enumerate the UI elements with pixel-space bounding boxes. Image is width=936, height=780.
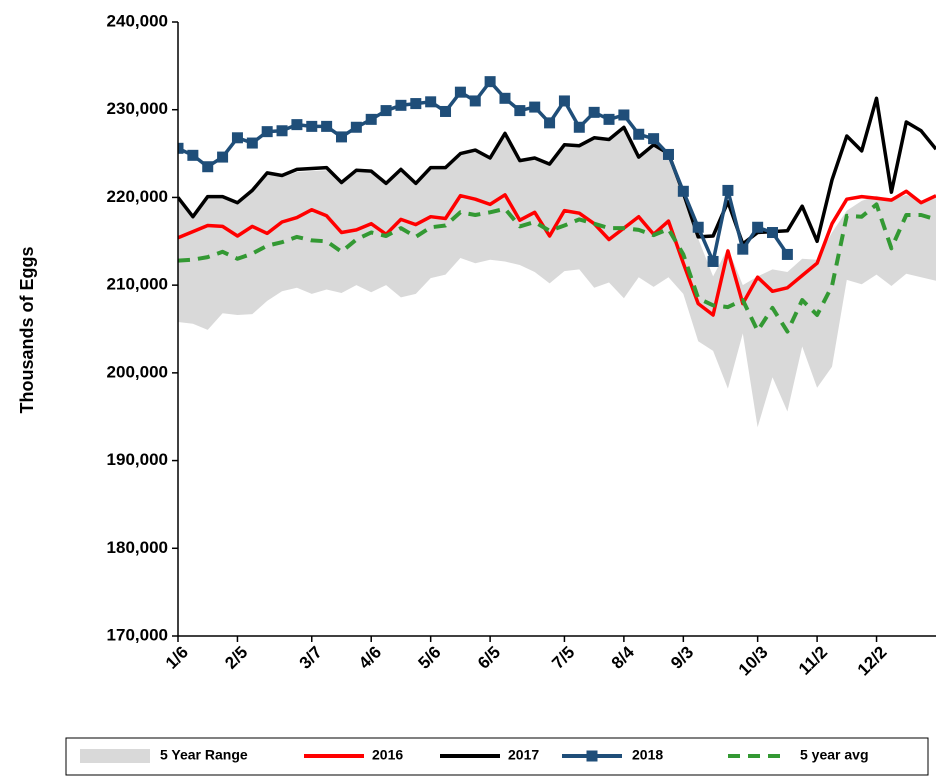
legend-label: 2018 (632, 747, 663, 763)
marker (469, 95, 481, 107)
marker (202, 161, 214, 173)
x-tick-label: 1/6 (162, 643, 192, 673)
marker (217, 151, 229, 163)
marker (648, 133, 660, 145)
marker (454, 86, 466, 98)
marker (187, 149, 199, 161)
marker (335, 131, 347, 143)
marker (692, 221, 704, 233)
marker (321, 120, 333, 132)
marker (767, 227, 779, 239)
marker (603, 113, 615, 125)
y-tick-label: 200,000 (107, 362, 168, 381)
y-axis-title: Thousands of Eggs (17, 246, 37, 413)
marker (588, 106, 600, 118)
marker (677, 185, 689, 197)
marker (737, 243, 749, 255)
legend-marker (586, 750, 598, 762)
y-tick-label: 210,000 (107, 275, 168, 294)
marker (514, 105, 526, 117)
y-tick-label: 230,000 (107, 99, 168, 118)
marker (529, 101, 541, 113)
marker (246, 137, 258, 149)
marker (291, 119, 303, 131)
x-tick-label: 7/5 (548, 643, 578, 673)
marker (395, 99, 407, 111)
legend-label: 5 year avg (800, 747, 869, 763)
marker (618, 109, 630, 121)
marker (781, 248, 793, 260)
legend-label: 5 Year Range (160, 747, 248, 763)
marker (365, 113, 377, 125)
x-tick-label: 2/5 (221, 643, 251, 673)
marker (484, 76, 496, 88)
marker (573, 121, 585, 133)
legend-label: 2017 (508, 747, 539, 763)
series-line (178, 202, 936, 334)
x-tick-label: 12/2 (854, 643, 891, 680)
marker (544, 117, 556, 129)
series-line (178, 189, 936, 317)
marker (380, 105, 392, 117)
marker (276, 125, 288, 137)
marker (350, 121, 362, 133)
marker (410, 98, 422, 110)
marker (261, 126, 273, 138)
y-tick-label: 180,000 (107, 538, 168, 557)
marker (178, 142, 184, 154)
marker (707, 255, 719, 267)
y-tick-label: 190,000 (107, 450, 168, 469)
range-area (178, 129, 936, 428)
series-line (178, 96, 936, 246)
marker (752, 221, 764, 233)
x-tick-label: 3/7 (296, 643, 326, 673)
x-tick-label: 10/3 (735, 643, 772, 680)
marker (633, 128, 645, 140)
x-tick-label: 5/6 (415, 643, 445, 673)
legend-label: 2016 (372, 747, 403, 763)
marker (306, 120, 318, 132)
marker (231, 132, 243, 144)
x-tick-label: 9/3 (667, 643, 697, 673)
y-tick-label: 240,000 (107, 11, 168, 30)
x-tick-label: 6/5 (474, 643, 504, 673)
marker (440, 105, 452, 117)
y-tick-label: 170,000 (107, 625, 168, 644)
y-tick-label: 220,000 (107, 187, 168, 206)
x-tick-label: 4/6 (355, 643, 385, 673)
marker (499, 92, 511, 104)
legend-swatch (80, 749, 150, 763)
marker (662, 148, 674, 160)
x-tick-label: 11/2 (795, 643, 831, 679)
x-tick-label: 8/4 (608, 642, 639, 673)
plot-area (178, 76, 936, 428)
marker (722, 184, 734, 196)
marker (558, 95, 570, 107)
marker (425, 96, 437, 108)
